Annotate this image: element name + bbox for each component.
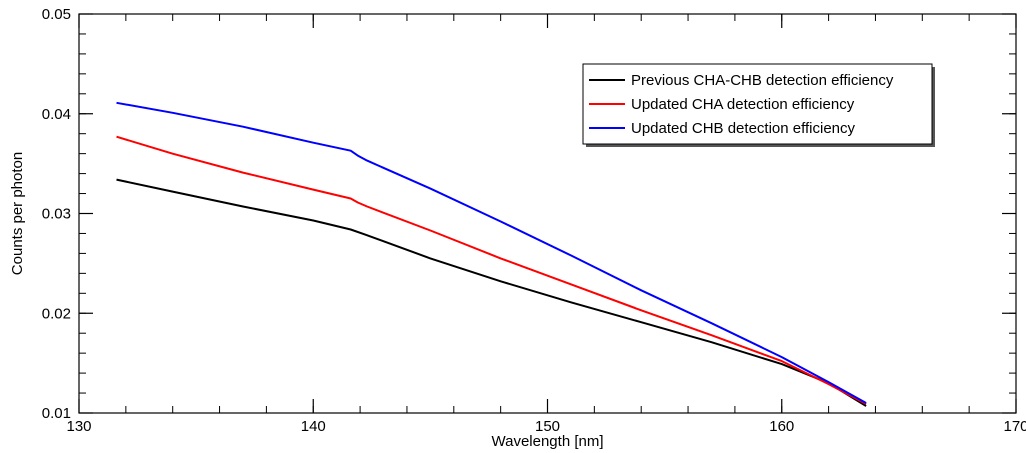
x-tick-labels: 130 140 150 160 170 [66,418,1026,435]
x-tick-label: 140 [301,418,326,435]
legend-items: Previous CHA-CHB detection efficiency Upd… [589,72,894,137]
x-axis-title: Wavelength [nm] [492,433,604,450]
legend-box [582,63,933,145]
y-tick-label: 0.03 [42,206,71,223]
x-tick-label: 160 [769,418,794,435]
series-line-1 [116,178,867,407]
y-axis-title: Counts per photon [9,152,26,275]
y-tick-label: 0.05 [42,6,71,23]
legend: Previous CHA-CHB detection efficiency Upd… [582,63,935,147]
legend-label: Updated CHA detection efficiency [631,96,855,113]
y-tick-label: 0.01 [42,405,71,422]
x-tick-label: 130 [66,418,91,435]
series-line-2 [116,135,867,405]
legend-label: Previous CHA-CHB detection efficiency [631,72,894,89]
y-tick-labels: 0.01 0.02 0.03 0.04 0.05 [42,6,71,422]
plot-frame [78,13,1017,414]
legend-label: Updated CHB detection efficiency [631,120,856,137]
y-tick-label: 0.02 [42,305,71,322]
y-tick-label: 0.04 [42,106,71,123]
x-tick-label: 170 [1003,418,1026,435]
series-layer [116,101,867,407]
x-tick-label: 150 [535,418,560,435]
series-line-3 [116,101,867,404]
